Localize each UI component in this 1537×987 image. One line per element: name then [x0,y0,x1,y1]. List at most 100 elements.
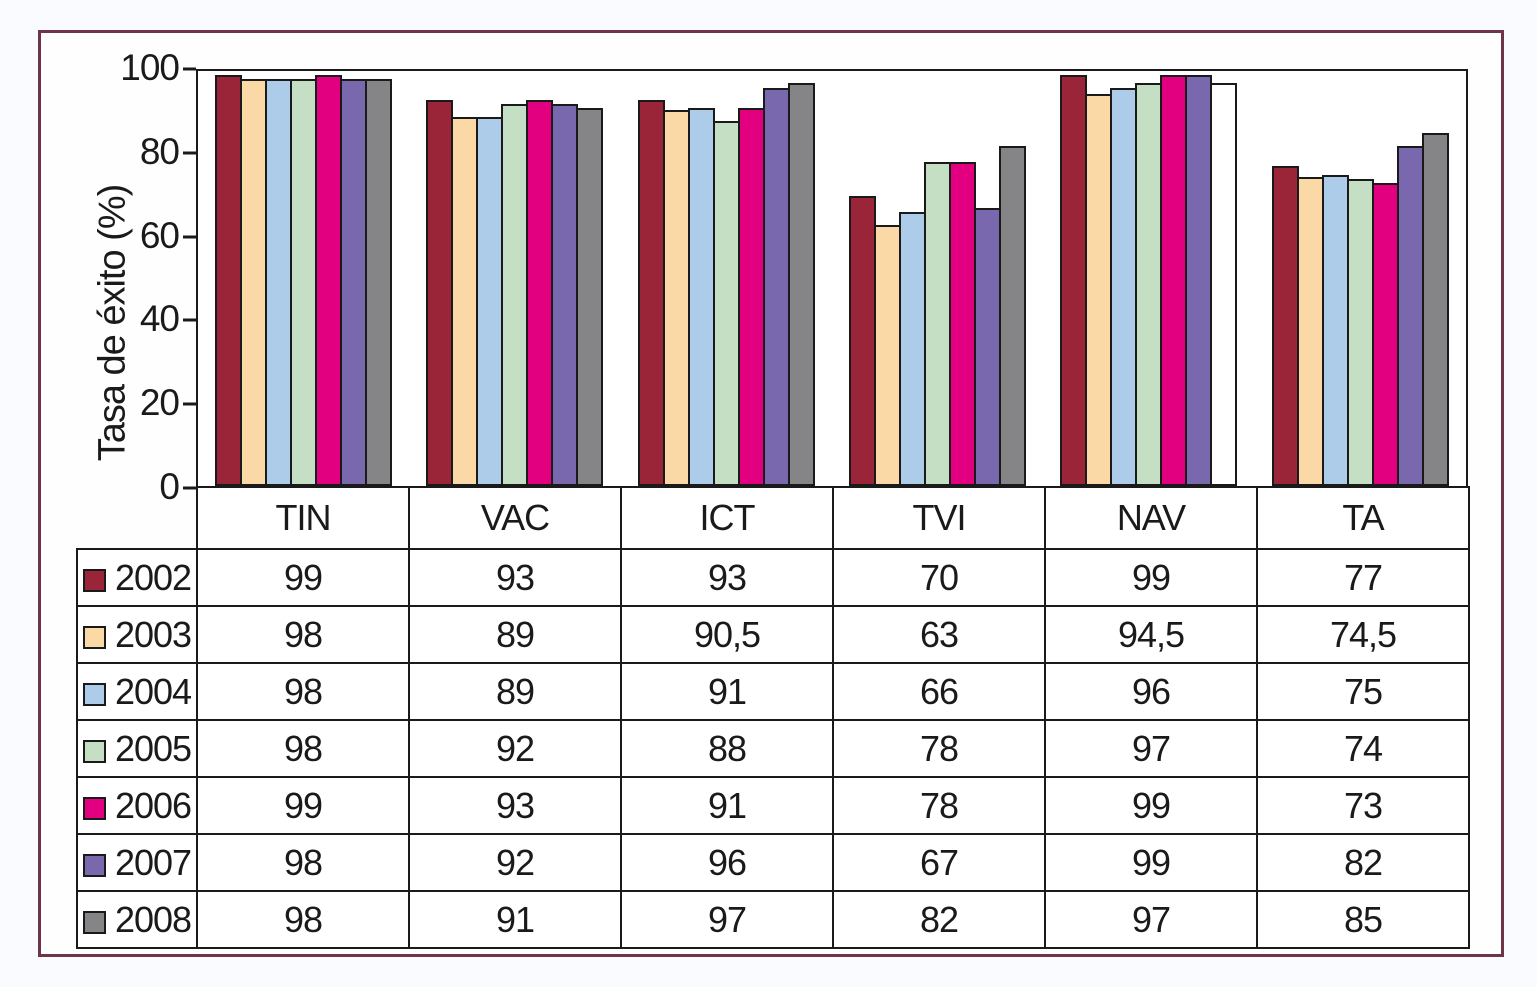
bar-2007-ta [1396,145,1424,486]
bar-2007-tin [340,79,368,486]
value-cell-2006-nav: 99 [1044,776,1258,835]
column-header-nav: NAV [1044,486,1258,550]
value-cell-2002-tin: 99 [196,548,410,607]
bar-2008-vac [576,108,604,486]
legend-swatch-2003 [82,625,106,649]
value-cell-2005-ict: 88 [620,719,834,778]
bar-group-tvi [832,71,1043,486]
value-cell-2003-tin: 98 [196,605,410,664]
table-row-2002: 2002 99 93 93 70 99 77 [76,548,1470,607]
table-row-2005: 2005 98 92 88 78 97 74 [76,719,1470,778]
bar-2004-ict [687,108,715,486]
legend-cell-2003: 2003 [76,605,198,664]
value-cell-2004-tvi: 66 [832,662,1046,721]
bar-2005-nav [1135,83,1163,486]
value-cell-2007-vac: 92 [408,833,622,892]
value-cell-2008-tvi: 82 [832,890,1046,949]
table-row-2006: 2006 99 93 91 78 99 73 [76,776,1470,835]
column-header-vac: VAC [408,486,622,550]
chart-plot-area [196,69,1468,488]
bar-2003-tin [240,79,268,486]
bar-2005-ict [712,120,740,486]
y-tick-mark-20 [183,402,196,406]
value-cell-2008-tin: 98 [196,890,410,949]
legend-cell-2005: 2005 [76,719,198,778]
value-cell-2002-ict: 93 [620,548,834,607]
column-header-tin: TIN [196,486,410,550]
bar-group-vac [409,71,620,486]
value-cell-2002-ta: 77 [1256,548,1470,607]
bar-2002-vac [426,100,454,486]
bar-2003-ta [1296,176,1324,486]
y-tick-mark-0 [183,486,196,490]
value-cell-2006-tin: 99 [196,776,410,835]
value-cell-2007-ta: 82 [1256,833,1470,892]
value-cell-2008-nav: 97 [1044,890,1258,949]
legend-cell-2006: 2006 [76,776,198,835]
table-row-2007: 2007 98 92 96 67 99 82 [76,833,1470,892]
bar-2002-tin [215,75,243,486]
value-cell-2003-tvi: 63 [832,605,1046,664]
table-header-row: TIN VAC ICT TVI NAV TA [77,486,1470,550]
legend-year-label: 2006 [114,784,192,826]
value-cell-2004-vac: 89 [408,662,622,721]
y-tick-label-60: 60 [139,214,180,256]
bar-2008-tin [365,79,393,486]
value-cell-2004-ta: 75 [1256,662,1470,721]
bar-2004-vac [476,116,504,486]
y-tick-label-100: 100 [120,47,180,89]
value-cell-2005-tvi: 78 [832,719,1046,778]
value-cell-2006-vac: 93 [408,776,622,835]
bar-2003-nav [1085,93,1113,486]
bar-2008-ict [787,83,815,486]
value-cell-2007-tin: 98 [196,833,410,892]
value-cell-2003-ta: 74,5 [1256,605,1470,664]
bar-2007-nav [1185,75,1213,486]
value-cell-2006-ta: 73 [1256,776,1470,835]
bar-2007-tvi [974,207,1002,486]
legend-swatch-2006 [82,796,106,820]
value-cell-2006-ict: 91 [620,776,834,835]
value-cell-2002-tvi: 70 [832,548,1046,607]
legend-cell-2004: 2004 [76,662,198,721]
bar-2006-vac [526,100,554,486]
value-cell-2003-nav: 94,5 [1044,605,1258,664]
y-tick-label-80: 80 [139,130,180,172]
bar-2005-ta [1346,178,1374,486]
y-tick-mark-100 [183,67,196,71]
bar-2008-tvi [999,145,1027,486]
bar-2006-ict [737,108,765,486]
bar-2005-tvi [924,162,952,486]
bar-2003-tvi [874,224,902,486]
legend-year-label: 2003 [114,613,192,655]
bar-2004-tvi [899,212,927,486]
bar-2002-ict [637,100,665,486]
table-row-2008: 2008 98 91 97 82 97 85 [76,890,1470,949]
bar-2006-nav [1160,75,1188,486]
value-cell-2004-ict: 91 [620,662,834,721]
bar-group-tin [198,71,409,486]
table-header-row: TIN VAC ICT TVI NAV TA [77,486,1470,550]
y-tick-mark-60 [183,235,196,239]
bar-2005-tin [290,79,318,486]
bar-2005-vac [501,104,529,486]
value-cell-2008-ta: 85 [1256,890,1470,949]
column-header-ict: ICT [620,486,834,550]
legend-year-label: 2007 [114,841,192,883]
legend-swatch-2002 [82,568,106,592]
bar-2006-ta [1371,183,1399,486]
value-cell-2005-ta: 74 [1256,719,1470,778]
legend-swatch-2008 [82,910,106,934]
bar-2006-tin [315,75,343,486]
bar-2003-ict [662,110,690,486]
legend-cell-2002: 2002 [76,548,198,607]
figure-frame: Tasa de éxito (%) 0 20 40 60 80 100 TIN VAC ICT… [38,30,1504,957]
column-header-tvi: TVI [832,486,1046,550]
value-cell-2003-vac: 89 [408,605,622,664]
bar-2002-ta [1271,166,1299,486]
table-row-2004: 2004 98 89 91 66 96 75 [76,662,1470,721]
y-tick-label-0: 0 [159,466,180,508]
y-tick-label-40: 40 [139,298,180,340]
bar-2007-vac [551,104,579,486]
legend-year-label: 2004 [114,670,192,712]
